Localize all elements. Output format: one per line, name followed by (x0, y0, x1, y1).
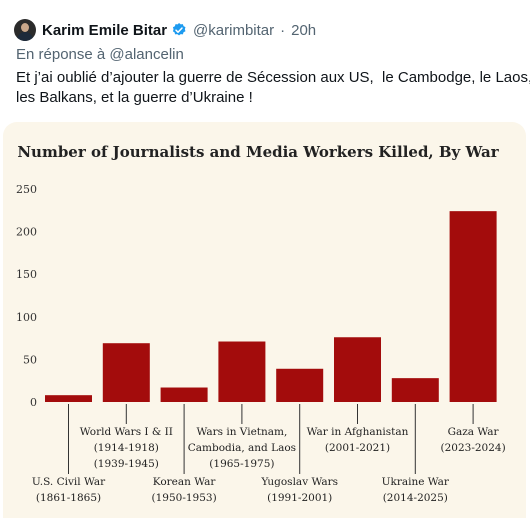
x-tick-label: (1861-1865) (36, 492, 101, 504)
x-tick-label: (1939-1945) (94, 458, 159, 470)
reply-context: En réponse à @alancelin (16, 46, 184, 63)
x-axis-labels: U.S. Civil War (1861-1865) World Wars I & … (32, 404, 506, 504)
bar (218, 341, 266, 402)
x-tick-label: (2014-2025) (383, 492, 448, 504)
tweet-text-line: Et j’ai oublié d’ajouter la guerre de Sé… (16, 69, 530, 86)
y-tick-label: 100 (16, 311, 37, 324)
x-tick-label: (2023-2024) (441, 442, 506, 454)
bar (449, 211, 497, 402)
chart-title: Number of Journalists and Media Workers … (17, 143, 499, 161)
attached-chart-image[interactable]: Number of Journalists and Media Workers … (3, 122, 526, 518)
tweet-text-line: les Balkans, et la guerre d’Ukraine ! (16, 89, 253, 106)
bar (45, 395, 92, 402)
reply-to-link[interactable]: @alancelin (109, 46, 184, 63)
x-tick-label: War in Afghanistan (307, 426, 409, 438)
y-tick-label: 200 (16, 226, 37, 239)
x-tick-label: Cambodia, and Laos (188, 442, 296, 454)
author-name[interactable]: Karim Emile Bitar (42, 21, 168, 39)
x-tick-label: (2001-2021) (325, 442, 390, 454)
x-tick-label: (1965-1975) (209, 458, 274, 470)
y-tick-label: 0 (30, 396, 37, 409)
x-tick-label: Gaza War (448, 426, 500, 438)
bar (391, 378, 439, 402)
x-tick-label: Ukraine War (382, 476, 450, 488)
bars (45, 211, 497, 402)
x-tick-label: World Wars I & II (80, 426, 173, 438)
timestamp[interactable]: 20h (291, 21, 317, 39)
bar (276, 368, 324, 402)
bar-chart: Number of Journalists and Media Workers … (16, 143, 506, 504)
verified-badge-icon (172, 23, 186, 36)
x-tick-label: (1914-1918) (94, 442, 159, 454)
x-tick-label: Wars in Vietnam, (196, 426, 287, 438)
y-tick-label: 50 (23, 353, 37, 366)
author-handle[interactable]: @karimbitar (193, 21, 275, 39)
bar (334, 337, 381, 402)
y-tick-label: 150 (16, 268, 37, 281)
separator: · (280, 21, 286, 39)
reply-prefix: En réponse à (16, 46, 106, 63)
x-tick-label: (1991-2001) (267, 492, 332, 504)
avatar[interactable] (14, 19, 36, 41)
y-axis: 0 50 100 150 200 250 (16, 183, 37, 409)
x-tick-label: Yugoslav Wars (260, 476, 338, 488)
x-tick-label: Korean War (153, 476, 217, 488)
bar (102, 343, 150, 402)
bar (160, 387, 208, 402)
tweet-header: Karim Emile Bitar @karimbitar · 20h (14, 18, 316, 42)
y-tick-label: 250 (16, 183, 37, 196)
x-tick-label: U.S. Civil War (32, 476, 106, 488)
tweet-text: Et j’ai oublié d’ajouter la guerre de Sé… (16, 68, 530, 108)
x-tick-label: (1950-1953) (152, 492, 217, 504)
